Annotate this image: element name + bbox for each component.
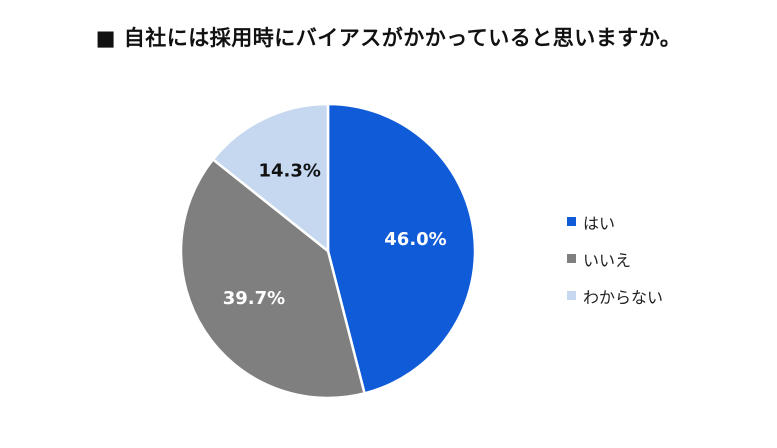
pie-slice-yes (326, 102, 477, 395)
data-label-dont-know: 14.3% (258, 161, 320, 182)
legend-item-no: いいえ (567, 240, 663, 277)
legend-label-dont-know: わからない (583, 287, 664, 307)
data-label-yes: 46.0% (384, 229, 446, 250)
legend-swatch-yes (567, 217, 576, 226)
legend-swatch-dont-know (567, 291, 576, 300)
pie-slice-dont-know (211, 102, 330, 254)
chart-title: ■ 自社には採用時にバイアスがかかっていると思いますか。 (95, 26, 682, 50)
pie-slice-no (179, 157, 367, 400)
legend-swatch-no (567, 254, 576, 263)
chart-legend: はい いいえ わからない (567, 203, 663, 314)
data-label-no: 39.7% (223, 288, 285, 309)
legend-item-yes: はい (567, 203, 663, 240)
legend-item-dont-know: わからない (567, 277, 663, 314)
legend-label-no: いいえ (583, 250, 632, 270)
legend-label-yes: はい (583, 213, 616, 233)
